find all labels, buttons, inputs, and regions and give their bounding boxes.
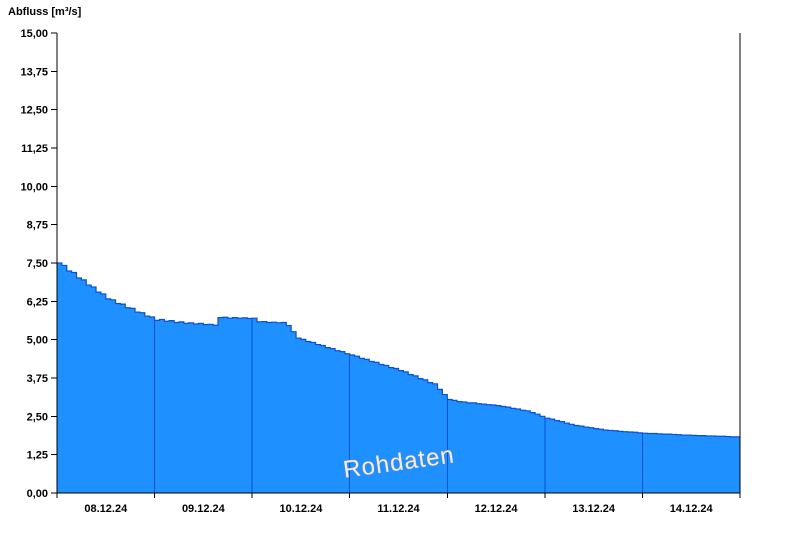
chart-title: Abfluss [m³/s] [8, 6, 82, 18]
x-tick-label: 12.12.24 [475, 503, 519, 515]
x-tick-label: 09.12.24 [182, 503, 226, 515]
x-tick-label: 08.12.24 [84, 503, 128, 515]
x-tick-label: 14.12.24 [670, 503, 714, 515]
x-tick-label: 10.12.24 [280, 503, 324, 515]
y-tick-label: 11,25 [21, 143, 48, 155]
y-tick-label: 12,50 [20, 105, 48, 117]
y-tick-label: 2,50 [27, 411, 48, 423]
discharge-line [57, 262, 741, 438]
y-tick-label: 1,25 [27, 450, 48, 462]
x-tick-label: 13.12.24 [572, 503, 616, 515]
y-tick-label: 3,75 [27, 373, 48, 385]
y-tick-label: 15,00 [20, 28, 48, 40]
y-tick-label: 13,75 [20, 66, 48, 78]
y-tick-label: 8,75 [27, 220, 48, 232]
x-tick-label: 11.12.24 [377, 503, 420, 515]
y-tick-label: 10,00 [20, 181, 48, 193]
y-tick-label: 0,00 [27, 488, 48, 500]
y-tick-label: 7,50 [27, 258, 48, 270]
discharge-area [57, 263, 740, 493]
y-tick-label: 5,00 [27, 335, 48, 347]
y-tick-label: 6,25 [27, 296, 48, 308]
